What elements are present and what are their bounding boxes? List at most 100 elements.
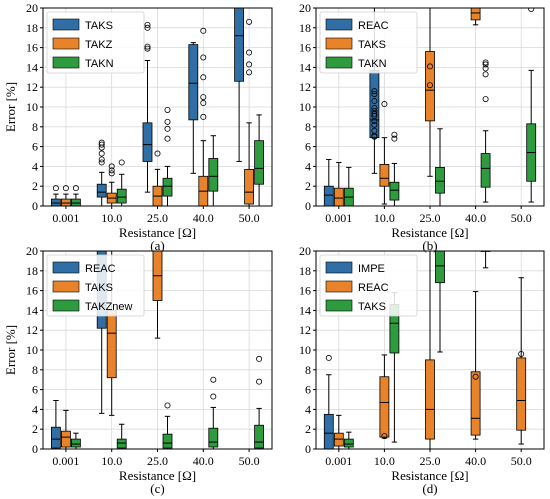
box-takznew-50.0: [254, 424, 265, 449]
outlier-point: [371, 88, 378, 95]
legend-label: REAC: [85, 263, 116, 275]
legend-label: TAKS: [85, 20, 113, 32]
box-reac-0.001: [51, 426, 61, 449]
y-tick-label: 6: [305, 140, 311, 154]
legend-swatch-reac: [325, 280, 353, 293]
box-taks-0.001: [61, 430, 71, 448]
outlier-point: [200, 74, 207, 81]
chart-panel-4: 0 2 4 6 8 10 12 14 16 18 20 0.001 10.0 25.0 40.0 50.0 Re…: [299, 244, 545, 496]
box-taks-25.0: [142, 122, 153, 162]
outlier-point: [482, 65, 489, 72]
outlier-point: [98, 159, 105, 166]
x-axis-title: Resistance [Ω]: [391, 468, 468, 483]
outlier-point: [246, 69, 253, 76]
outlier-point: [528, 8, 535, 12]
outlier-point: [200, 100, 207, 107]
x-tick-label: 0.001: [325, 454, 352, 468]
outlier-point: [371, 104, 378, 111]
legend-label: TAKZnew: [85, 301, 133, 313]
y-tick-label: 10: [26, 343, 38, 357]
outlier-point: [200, 94, 207, 101]
y-tick-label: 20: [26, 244, 38, 258]
outlier-point: [118, 159, 125, 166]
outlier-point: [482, 61, 489, 68]
outlier-point: [256, 378, 263, 385]
outlier-point: [381, 433, 388, 440]
y-tick-label: 6: [32, 140, 38, 154]
legend-swatch-reac: [52, 261, 80, 274]
outlier-point: [246, 18, 253, 25]
box-takz-50.0: [244, 168, 255, 205]
outlier-point: [154, 150, 161, 157]
outlier-point: [98, 150, 105, 157]
chart-panel-1: 0 2 4 6 8 10 12 14 16 18 20 0.001 10.0 25.0 40.0 50.0 Re…: [3, 1, 273, 253]
x-tick-label: 40.0: [465, 454, 486, 468]
legend-swatch-takn: [325, 56, 353, 69]
legend-swatch-impe: [325, 261, 353, 274]
y-tick-label: 18: [299, 264, 311, 278]
y-tick-label: 2: [32, 179, 38, 193]
y-tick-label: 0: [32, 442, 38, 456]
outlier-point: [98, 141, 105, 148]
box-series-group: [323, 8, 537, 206]
y-tick-label: 0: [32, 199, 38, 213]
outlier-point: [144, 24, 151, 31]
y-tick-label: 16: [299, 284, 311, 298]
y-tick-label: 0: [305, 199, 311, 213]
outlier-point: [472, 373, 479, 380]
x-tick-label: 40.0: [193, 454, 214, 468]
y-tick-label: 4: [305, 159, 311, 173]
legend: IMPE REAC TAKS: [319, 254, 418, 317]
chart-panel-2: 0 2 4 6 8 10 12 14 16 18 20 0.001 10.0 25.0 40.0 50.0 Re…: [299, 1, 545, 253]
y-tick-label: 10: [26, 100, 38, 114]
box-takn-10.0: [389, 181, 400, 201]
x-tick-label: 10.0: [374, 211, 395, 225]
x-tick-label: 10.0: [374, 454, 395, 468]
y-axis-title: Error [%]: [3, 82, 18, 132]
box-takn-40.0: [208, 158, 219, 192]
y-tick-label: 2: [305, 179, 311, 193]
box-reac-10.0: [379, 376, 390, 438]
x-tick-label: 50.0: [511, 454, 532, 468]
legend-swatch-takz: [52, 37, 80, 50]
y-tick-label: 16: [26, 41, 38, 55]
x-tick-label: 50.0: [511, 211, 532, 225]
outlier-point: [144, 45, 151, 52]
outlier-point: [164, 135, 171, 142]
x-tick-label: 0.001: [52, 454, 79, 468]
y-tick-label: 8: [305, 363, 311, 377]
y-axis-title: Error [%]: [3, 325, 18, 375]
x-tick-label: 10.0: [101, 454, 122, 468]
outlier-point: [210, 376, 217, 383]
outlier-point: [164, 125, 171, 132]
outlier-point: [391, 131, 398, 138]
x-tick-label: 25.0: [147, 454, 168, 468]
box-taks-25.0: [425, 51, 435, 122]
outlier-point: [518, 350, 525, 357]
legend-swatch-taks: [325, 299, 353, 312]
y-tick-label: 16: [299, 41, 311, 55]
outlier-point: [200, 113, 207, 120]
box-takn-25.0: [435, 166, 445, 194]
outlier-point: [164, 402, 171, 409]
x-tick-label: 10.0: [101, 211, 122, 225]
legend-label: TAKN: [358, 58, 387, 70]
outlier-point: [164, 118, 171, 125]
y-tick-label: 14: [26, 60, 38, 74]
legend: REAC TAKS TAKN: [319, 11, 418, 74]
legend-label: REAC: [358, 20, 389, 32]
panel-label: (a): [150, 238, 164, 253]
legend-swatch-taks: [52, 18, 80, 31]
box-series-group: [51, 8, 265, 206]
outlier-point: [72, 185, 79, 192]
box-reac-40.0: [470, 371, 481, 436]
box-taks-40.0: [188, 44, 199, 121]
legend: REAC TAKS TAKZnew: [46, 254, 145, 317]
box-takznew-0.001: [71, 438, 81, 448]
outlier-point: [144, 21, 151, 28]
y-tick-label: 2: [32, 422, 38, 436]
box-taks-10.0: [96, 183, 107, 198]
legend: TAKS TAKZ TAKN: [46, 11, 145, 74]
box-taks-25.0: [435, 251, 445, 284]
